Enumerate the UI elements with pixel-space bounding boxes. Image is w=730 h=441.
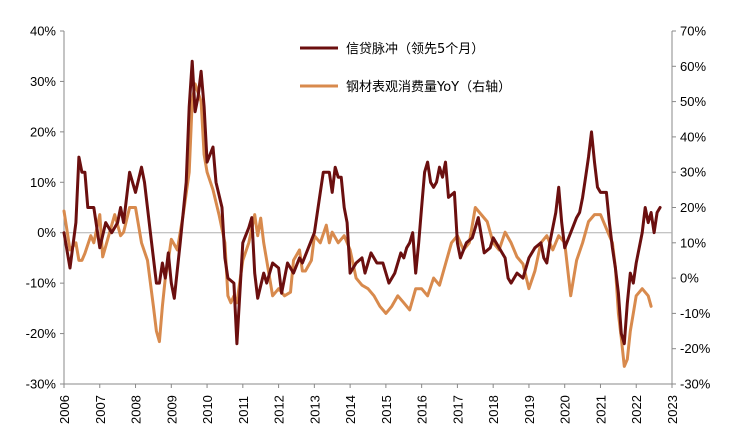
left-y-tick-label: 40% xyxy=(30,24,56,39)
left-y-tick-label: -20% xyxy=(26,326,57,341)
series-layer xyxy=(62,59,662,368)
right-y-tick-label: 60% xyxy=(680,59,706,74)
series-line-right xyxy=(62,82,653,368)
x-tick-label: 2010 xyxy=(200,395,215,424)
x-tick-label: 2015 xyxy=(379,395,394,424)
right-y-tick-label: 20% xyxy=(680,200,706,215)
x-tick-label: 2008 xyxy=(129,395,144,424)
series-line-left xyxy=(62,59,662,346)
x-tick-label: 2009 xyxy=(164,395,179,424)
right-y-tick-label: 50% xyxy=(680,94,706,109)
x-tick-label: 2014 xyxy=(343,395,358,424)
x-tick-label: 2006 xyxy=(57,395,72,424)
right-y-tick-label: 30% xyxy=(680,165,706,180)
x-tick-label: 2013 xyxy=(307,395,322,424)
left-y-tick-label: -10% xyxy=(26,276,57,291)
x-tick-label: 2018 xyxy=(486,395,501,424)
x-tick-label: 2023 xyxy=(665,395,680,424)
left-y-tick-label: 0% xyxy=(37,225,56,240)
legend-label-left: 信贷脉冲（领先5个月） xyxy=(346,42,484,57)
x-tick-label: 2019 xyxy=(522,395,537,424)
x-tick-label: 2021 xyxy=(593,395,608,424)
right-y-tick-label: -20% xyxy=(680,341,711,356)
right-y-tick-label: -30% xyxy=(680,377,711,392)
right-y-tick-label: -10% xyxy=(680,306,711,321)
legend-label-right: 钢材表观消费量YoY（右轴） xyxy=(346,80,511,95)
legend: 信贷脉冲（领先5个月） 钢材表观消费量YoY（右轴） xyxy=(300,42,511,95)
right-y-tick-label: 0% xyxy=(680,271,699,286)
right-y-tick-label: 10% xyxy=(680,235,706,250)
left-y-tick-label: 20% xyxy=(30,124,56,139)
axes-layer: 40% 30% 20% 10% 0% -10% -20% -30% 70% 60% 50% 40% 30… xyxy=(26,24,711,425)
left-y-tick-label: -30% xyxy=(26,377,57,392)
x-tick-label: 2007 xyxy=(93,395,108,424)
x-tick-label: 2022 xyxy=(629,395,644,424)
left-y-tick-label: 30% xyxy=(30,74,56,89)
right-y-tick-label: 70% xyxy=(680,24,706,39)
left-y-tick-label: 10% xyxy=(30,175,56,190)
x-tick-label: 2017 xyxy=(450,395,465,424)
x-tick-label: 2012 xyxy=(272,395,287,424)
x-tick-label: 2020 xyxy=(558,395,573,424)
right-y-tick-label: 40% xyxy=(680,129,706,144)
x-tick-label: 2016 xyxy=(415,395,430,424)
x-tick-label: 2011 xyxy=(236,396,251,424)
